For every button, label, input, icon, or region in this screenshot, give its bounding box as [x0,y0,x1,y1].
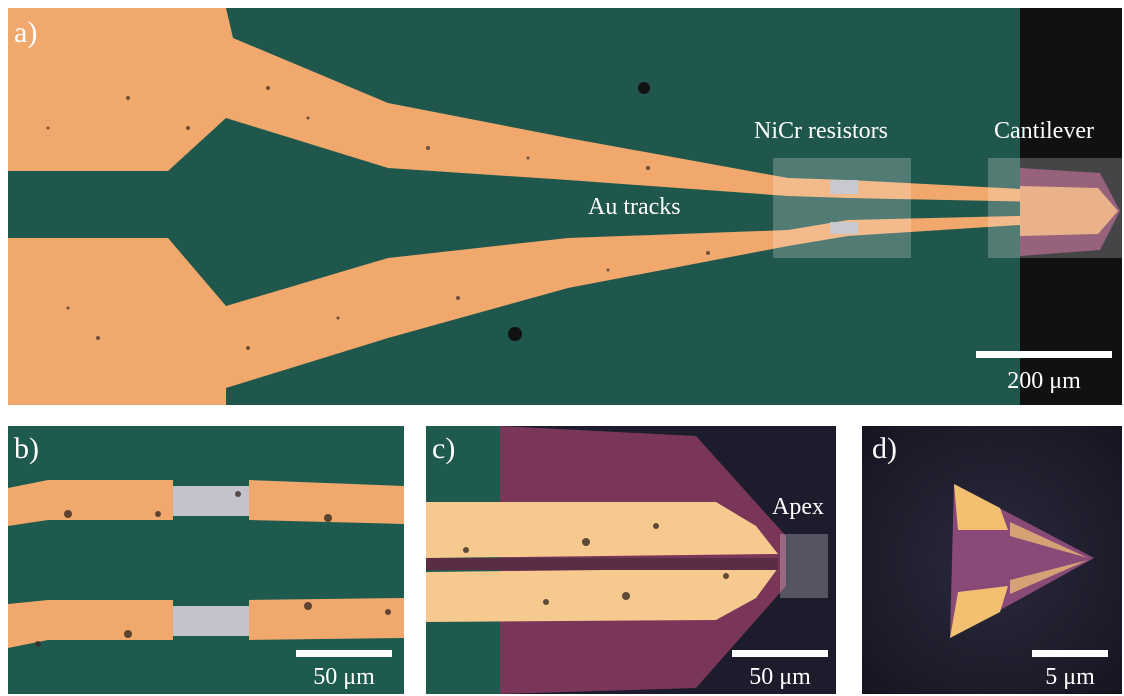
nicr-highlight-box [773,158,911,258]
annotation-au-tracks: Au tracks [588,194,681,220]
panel-b-micrograph [8,426,404,694]
panel-label-a: a) [14,16,38,49]
scale-bar-c [732,650,828,657]
panel-label-b: b) [14,432,39,465]
scale-label-c: 50 μm [749,664,811,690]
annotation-cantilever: Cantilever [994,118,1094,144]
scale-label-b: 50 μm [313,664,375,690]
cantilever-highlight-box [988,158,1122,258]
panel-c-micrograph [426,426,836,694]
annotation-apex: Apex [772,494,824,520]
panel-label-d: d) [872,432,897,465]
panel-label-c: c) [432,432,456,465]
panel-c: c) Apex 50 μm [426,426,836,694]
panel-b: b) 50 μm [8,426,404,694]
panel-d: d) 5 μm [862,426,1122,694]
scale-bar-b [296,650,392,657]
apex-highlight-box [780,534,828,598]
scale-label-d: 5 μm [1045,664,1095,690]
panel-d-micrograph [862,426,1122,694]
panel-a: a) Au tracks NiCr resistors Cantilever 2… [8,8,1122,405]
scale-bar-d [1032,650,1108,657]
scale-label-a: 200 μm [1007,368,1081,394]
annotation-nicr-resistors: NiCr resistors [754,118,888,144]
scale-bar-a [976,351,1112,358]
panel-a-micrograph [8,8,1122,405]
